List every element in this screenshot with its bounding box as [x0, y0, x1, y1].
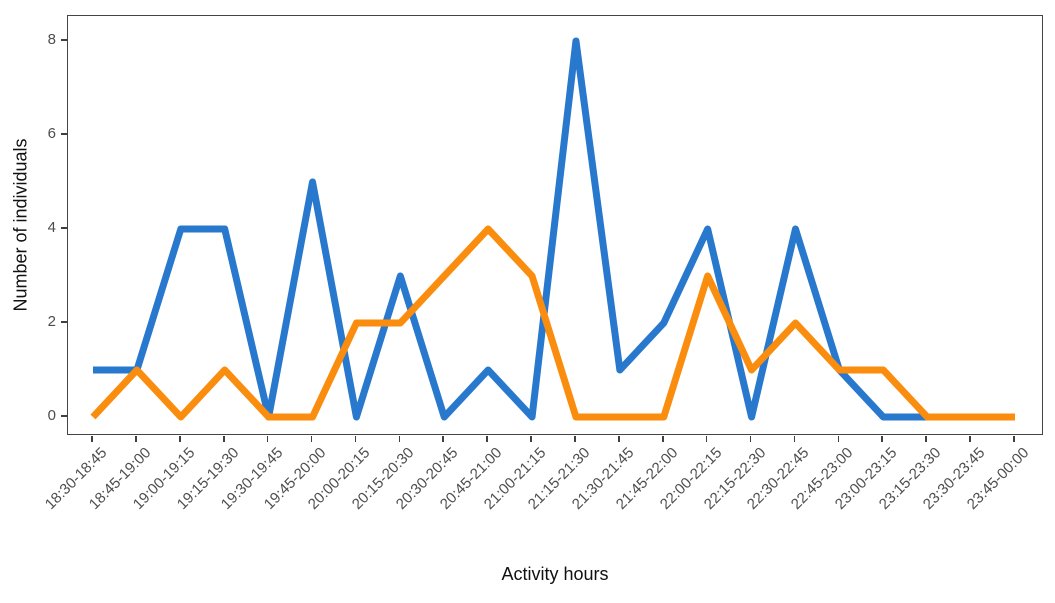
series-line-blue-series: [93, 37, 928, 421]
x-tick: [574, 435, 576, 442]
x-axis-title: Activity hours: [501, 564, 609, 584]
y-tick-label: 0: [47, 407, 56, 424]
x-tick: [91, 435, 93, 442]
y-tick: [60, 133, 67, 135]
series-line-orange-series: [90, 225, 1015, 421]
x-tick: [398, 435, 401, 442]
x-tick: [705, 435, 708, 442]
x-tick: [179, 435, 181, 442]
y-tick-label: 4: [47, 219, 56, 236]
x-tick: [1013, 435, 1015, 442]
x-tick: [135, 435, 137, 442]
x-tick: [925, 435, 927, 442]
x-tick: [486, 435, 488, 442]
x-tick: [969, 435, 971, 442]
x-tick: [618, 435, 620, 442]
x-tick: [266, 435, 269, 442]
x-tick: [530, 435, 532, 442]
y-tick: [60, 321, 67, 323]
y-tick: [60, 39, 67, 41]
x-tick: [310, 435, 313, 442]
y-axis-title: Number of individuals: [10, 138, 31, 312]
x-tick: [793, 435, 796, 442]
y-tick-label: 2: [47, 313, 56, 330]
y-tick: [60, 415, 67, 417]
x-tick: [442, 435, 445, 442]
x-tick: [837, 435, 840, 442]
x-tick: [661, 435, 664, 442]
plot-panel: [67, 15, 1043, 435]
y-tick: [60, 227, 67, 229]
x-tick: [222, 435, 225, 442]
x-tick: [354, 435, 357, 442]
y-tick-label: 8: [47, 31, 56, 48]
x-tick: [881, 435, 884, 442]
y-tick-label: 6: [47, 125, 56, 142]
plot-area: [90, 37, 1015, 421]
x-tick: [749, 435, 752, 442]
